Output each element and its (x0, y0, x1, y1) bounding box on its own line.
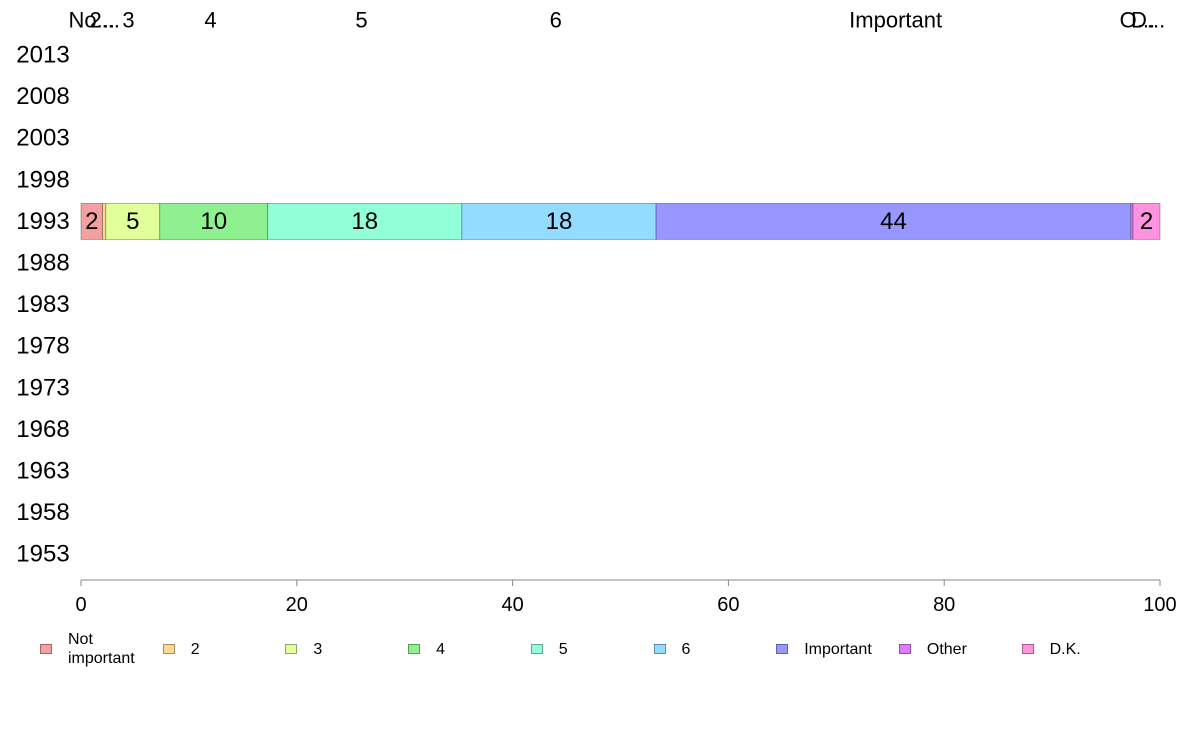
year-label-1983: 1983 (16, 291, 69, 318)
x-tick-label-20: 20 (286, 594, 308, 616)
chart-legend: Not important 2 3 4 5 6 Important Other D.K. (0, 628, 1188, 678)
bar-segment-1993-3 (159, 202, 269, 240)
value-label-1993-8: 2 (1140, 208, 1153, 235)
bar-segments (80, 202, 1161, 240)
value-label-1993-4: 18 (351, 208, 378, 235)
legend-swatch-6 (776, 644, 789, 654)
legend-swatch-8 (1021, 644, 1034, 654)
legend-swatch-2 (285, 644, 298, 654)
legend-swatch-3 (408, 644, 421, 654)
year-label-1973: 1973 (16, 374, 69, 401)
segment-header-label-2: 3 (122, 8, 134, 33)
bar-segment-1993-4 (267, 202, 463, 240)
legend-item-6: Important (776, 628, 872, 659)
legend-label-7: Other (926, 641, 967, 658)
value-label-1993-6: 44 (880, 208, 907, 235)
legend-swatch-4 (530, 644, 543, 654)
segment-header-label-1: 2... (89, 8, 120, 33)
year-label-1993: 1993 (16, 208, 69, 235)
segment-header-label-0: No... (69, 8, 115, 33)
segment-header-labels: No...2... 3 4 5 6 Important O...D... (69, 8, 1166, 33)
legend-label-6: Important (804, 641, 872, 658)
segment-header-label-4: 5 (355, 8, 367, 33)
x-tick-label-0: 0 (75, 594, 86, 616)
legend-label-4: 5 (558, 641, 568, 658)
legend-label-5: 6 (681, 641, 691, 658)
year-label-2008: 2008 (16, 83, 69, 110)
year-label-1963: 1963 (16, 458, 69, 485)
legend-item-7: Other (898, 628, 967, 659)
year-label-2013: 2013 (16, 42, 69, 69)
legend-label-3: 4 (436, 641, 445, 658)
legend-swatch-5 (653, 644, 666, 654)
bar-segment-1993-8 (1132, 202, 1161, 240)
legend-item-1: 2 (162, 628, 200, 659)
bar-segment-1993-1 (102, 202, 107, 240)
bar-segment-1993-7 (1130, 202, 1134, 240)
legend-item-3: 4 (408, 628, 445, 659)
bar-segment-1993-6 (655, 202, 1132, 240)
value-label-1993-0: 2 (85, 208, 98, 235)
segment-header-label-5: 6 (550, 8, 562, 33)
bar-value-labels: 2 5 10 18 18 44 2 (85, 208, 1153, 235)
year-label-1998: 1998 (16, 166, 69, 193)
segment-header-label-3: 4 (204, 8, 216, 33)
legend-label-2: 3 (313, 641, 323, 658)
x-tick-label-100: 100 (1143, 594, 1176, 616)
legend-item-5: 6 (653, 628, 691, 659)
year-label-2003: 2003 (16, 125, 69, 152)
stacked-bar-chart: No...2... 3 4 5 6 Important O...D... 201320082… (16, 8, 1177, 617)
legend-swatch-0 (40, 644, 52, 654)
segment-header-label-6: Important (849, 8, 942, 33)
legend-swatch-7 (898, 644, 911, 654)
year-label-1978: 1978 (16, 333, 69, 360)
legend-item-2: 3 (285, 628, 322, 659)
x-tick-label-40: 40 (501, 594, 523, 616)
legend-swatch-1 (162, 644, 175, 654)
x-tick-label-60: 60 (717, 594, 739, 616)
legend-item-4: 5 (530, 628, 568, 659)
legend-item-0: Not important (40, 628, 148, 668)
legend-label-8: D.K. (1049, 641, 1081, 658)
segment-header-label-8: D... (1131, 8, 1165, 33)
year-label-1958: 1958 (16, 499, 69, 526)
year-label-1968: 1968 (16, 416, 69, 443)
bar-segment-1993-5 (461, 202, 657, 240)
segment-header-label-7: O... (1120, 8, 1155, 33)
y-axis-year-labels: 2013 2008 2003 1998 1993 1988 1983 1978 1973 1968… (16, 42, 69, 568)
year-label-1988: 1988 (16, 250, 69, 277)
year-label-1953: 1953 (16, 541, 69, 568)
legend-item-8: D.K. (1021, 628, 1081, 659)
x-tick-label-80: 80 (933, 594, 955, 616)
value-label-1993-5: 18 (546, 208, 573, 235)
x-axis: 0 20 40 60 80 100 (75, 579, 1177, 616)
legend-label-1: 2 (190, 641, 200, 658)
value-label-1993-2: 5 (126, 208, 139, 235)
value-label-1993-3: 10 (200, 208, 227, 235)
legend-label-0: Not important (68, 631, 135, 667)
